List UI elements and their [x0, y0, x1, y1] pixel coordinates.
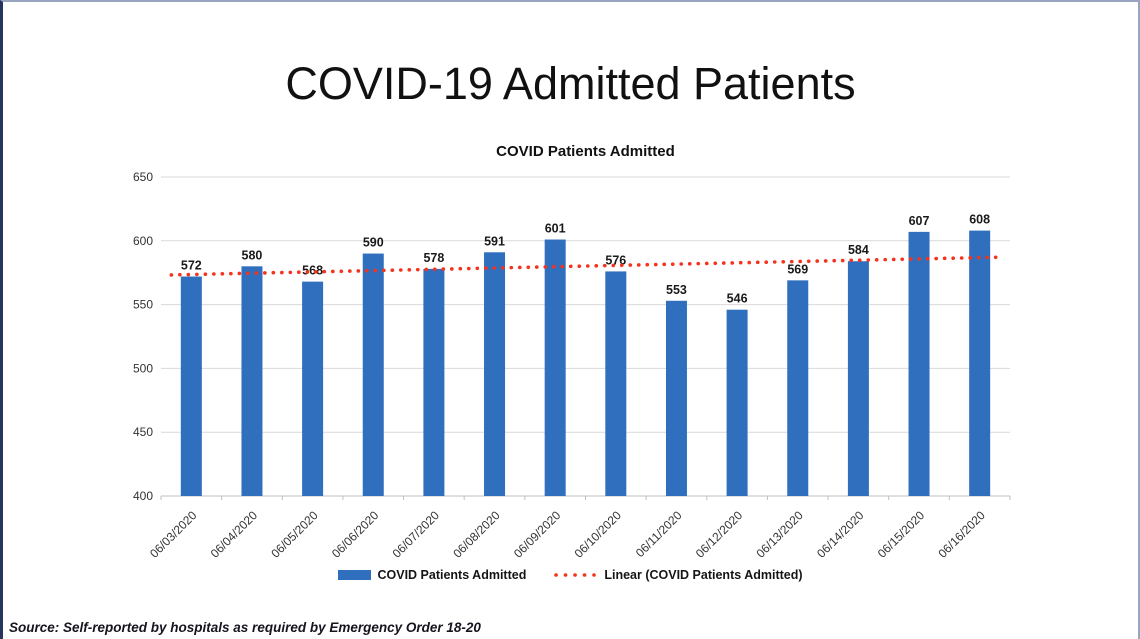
x-tick-label: 06/09/2020 — [511, 508, 564, 561]
x-tick-label: 06/07/2020 — [390, 508, 443, 561]
trend-dots-icon — [554, 573, 597, 577]
y-tick-label: 450 — [133, 425, 153, 439]
x-tick-label: 06/16/2020 — [935, 508, 988, 561]
chart-legend: COVID Patients Admitted Linear (COVID Pa… — [3, 568, 1138, 582]
y-tick-label: 400 — [133, 489, 153, 503]
chart-bar — [605, 271, 627, 496]
chart-bar — [423, 268, 445, 496]
series-swatch-icon — [338, 570, 372, 580]
y-tick-label: 550 — [133, 298, 153, 312]
y-tick-label: 600 — [133, 234, 153, 248]
chart-bar — [241, 266, 263, 496]
x-tick-label: 06/03/2020 — [147, 508, 200, 561]
page-title: COVID-19 Admitted Patients — [285, 58, 856, 109]
chart-bar — [908, 231, 930, 497]
legend-item-trend: Linear (COVID Patients Admitted) — [552, 568, 803, 582]
x-tick-label: 06/12/2020 — [693, 508, 746, 561]
bar-value-label: 553 — [666, 283, 687, 297]
x-tick-label: 06/13/2020 — [754, 508, 807, 561]
bar-value-label: 584 — [848, 243, 869, 257]
y-tick-label: 500 — [133, 361, 153, 375]
trend-line — [169, 255, 1002, 277]
chart-bar — [665, 300, 687, 496]
x-tick-label: 06/08/2020 — [450, 508, 503, 561]
chart-bar — [726, 309, 748, 496]
bar-value-label: 580 — [242, 248, 263, 262]
x-tick-label: 06/11/2020 — [633, 508, 685, 560]
x-tick-label: 06/05/2020 — [268, 508, 321, 561]
chart-bar — [180, 276, 202, 496]
bar-value-label: 578 — [423, 251, 444, 265]
legend-item-series: COVID Patients Admitted — [338, 568, 526, 582]
chart-bar — [302, 281, 324, 496]
chart-bar — [969, 230, 991, 496]
bar-value-label: 572 — [181, 259, 202, 273]
x-tick-label: 06/14/2020 — [814, 508, 867, 561]
bar-value-label: 590 — [363, 236, 384, 250]
bar-value-label: 591 — [484, 234, 505, 248]
chart-bar — [787, 280, 809, 496]
x-tick-label: 06/15/2020 — [875, 508, 928, 561]
bar-value-label: 607 — [909, 214, 930, 228]
x-tick-label: 06/04/2020 — [208, 508, 261, 561]
chart-title: COVID Patients Admitted — [496, 143, 675, 160]
y-tick-label: 650 — [133, 170, 153, 184]
x-tick-label: 06/06/2020 — [329, 508, 382, 561]
legend-series-label: COVID Patients Admitted — [377, 568, 527, 582]
source-note: Source: Self-reported by hospitals as re… — [9, 620, 481, 635]
bar-value-label: 608 — [969, 213, 990, 227]
chart-bar — [362, 253, 384, 496]
chart-bar — [484, 252, 506, 496]
legend-trend-label: Linear (COVID Patients Admitted) — [604, 568, 803, 582]
x-tick-label: 06/10/2020 — [572, 508, 625, 561]
bar-value-label: 601 — [545, 222, 566, 236]
bar-value-label: 569 — [787, 262, 808, 276]
chart-bar — [847, 261, 869, 496]
bar-value-label: 546 — [727, 292, 748, 306]
bar-value-label: 568 — [302, 264, 323, 278]
chart-bar — [544, 239, 566, 497]
bar-chart: 400 450 500 550 600 650 572 06/03/2020 580 06/04/… — [133, 170, 1011, 561]
